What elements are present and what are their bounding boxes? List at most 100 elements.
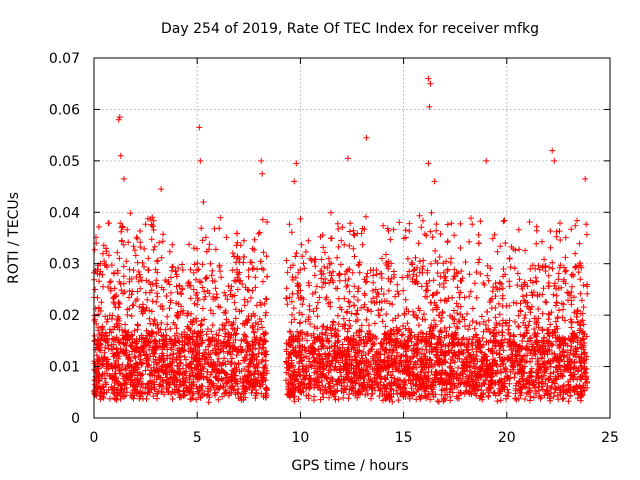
data-point [198,225,205,232]
data-point [199,383,206,390]
data-point [165,278,172,285]
data-point [456,318,463,325]
data-point [129,348,136,355]
data-point [255,321,261,328]
data-point [105,220,112,227]
data-point [200,374,207,381]
data-point [111,323,118,330]
data-point [224,296,231,303]
data-point [197,322,204,329]
data-point [154,367,161,374]
data-point [96,392,103,399]
y-tick-label: 0 [71,411,80,427]
data-point [131,247,138,254]
data-point [106,312,113,319]
data-point [198,321,205,328]
data-point [257,335,264,341]
data-point [491,389,498,396]
data-point [229,367,236,374]
data-point [151,386,158,393]
data-point [168,391,175,398]
data-point [476,256,483,263]
data-point [320,323,327,330]
data-point [221,390,228,397]
data-point [210,310,217,317]
data-point [283,295,289,302]
data-point [158,186,165,193]
data-point [208,362,215,369]
data-point [130,243,137,250]
data-point [292,253,299,260]
data-point [141,352,148,359]
data-point [155,374,161,380]
data-point [473,294,480,301]
data-point [188,396,195,403]
data-point [401,311,408,318]
data-point [305,237,312,244]
data-point [122,366,128,373]
data-point [140,384,146,391]
data-point [514,282,521,288]
data-point [583,231,590,238]
data-point [148,236,155,243]
data-point [250,351,257,358]
data-point [109,335,116,342]
data-point [179,371,186,378]
data-point [293,160,300,167]
data-point [195,342,202,348]
data-point [110,341,117,348]
data-point [546,264,553,271]
data-point [293,250,300,257]
data-point [296,320,303,327]
data-point [217,214,224,221]
data-point [207,386,214,393]
y-tick-label: 0.02 [49,308,80,324]
data-point [385,287,392,294]
data-point [146,315,153,322]
data-point [299,363,306,370]
data-point [235,395,242,402]
data-point [420,257,427,264]
data-point [354,288,361,295]
data-point [451,232,458,239]
data-point [496,351,503,357]
data-point [223,234,230,241]
data-point [103,337,110,344]
data-point [100,242,107,249]
data-point [242,356,249,362]
data-point [255,350,262,357]
data-point [325,338,332,345]
data-point [217,304,224,311]
data-point [492,314,499,321]
data-point [337,261,344,268]
data-point [174,362,181,369]
data-point [383,251,389,258]
data-point [326,394,332,401]
data-point [300,260,307,267]
y-tick-label: 0.06 [49,102,80,118]
data-point [150,348,157,355]
data-point [291,316,298,323]
data-point [346,317,353,324]
data-point [173,300,180,307]
data-point [187,266,194,273]
data-point [420,217,426,224]
data-point [412,254,419,261]
data-point [179,378,186,385]
data-point [201,355,208,362]
data-point [191,300,198,307]
data-point [232,378,238,385]
data-point [418,283,425,290]
data-point [249,287,256,294]
data-point [454,323,460,330]
data-point [174,289,181,295]
data-point [128,313,135,319]
data-point [241,302,248,309]
data-point [104,264,111,270]
data-point [96,278,102,285]
data-point [175,387,182,394]
data-point [231,387,238,394]
data-point [311,272,318,279]
data-point [193,315,200,322]
data-point [194,370,201,377]
